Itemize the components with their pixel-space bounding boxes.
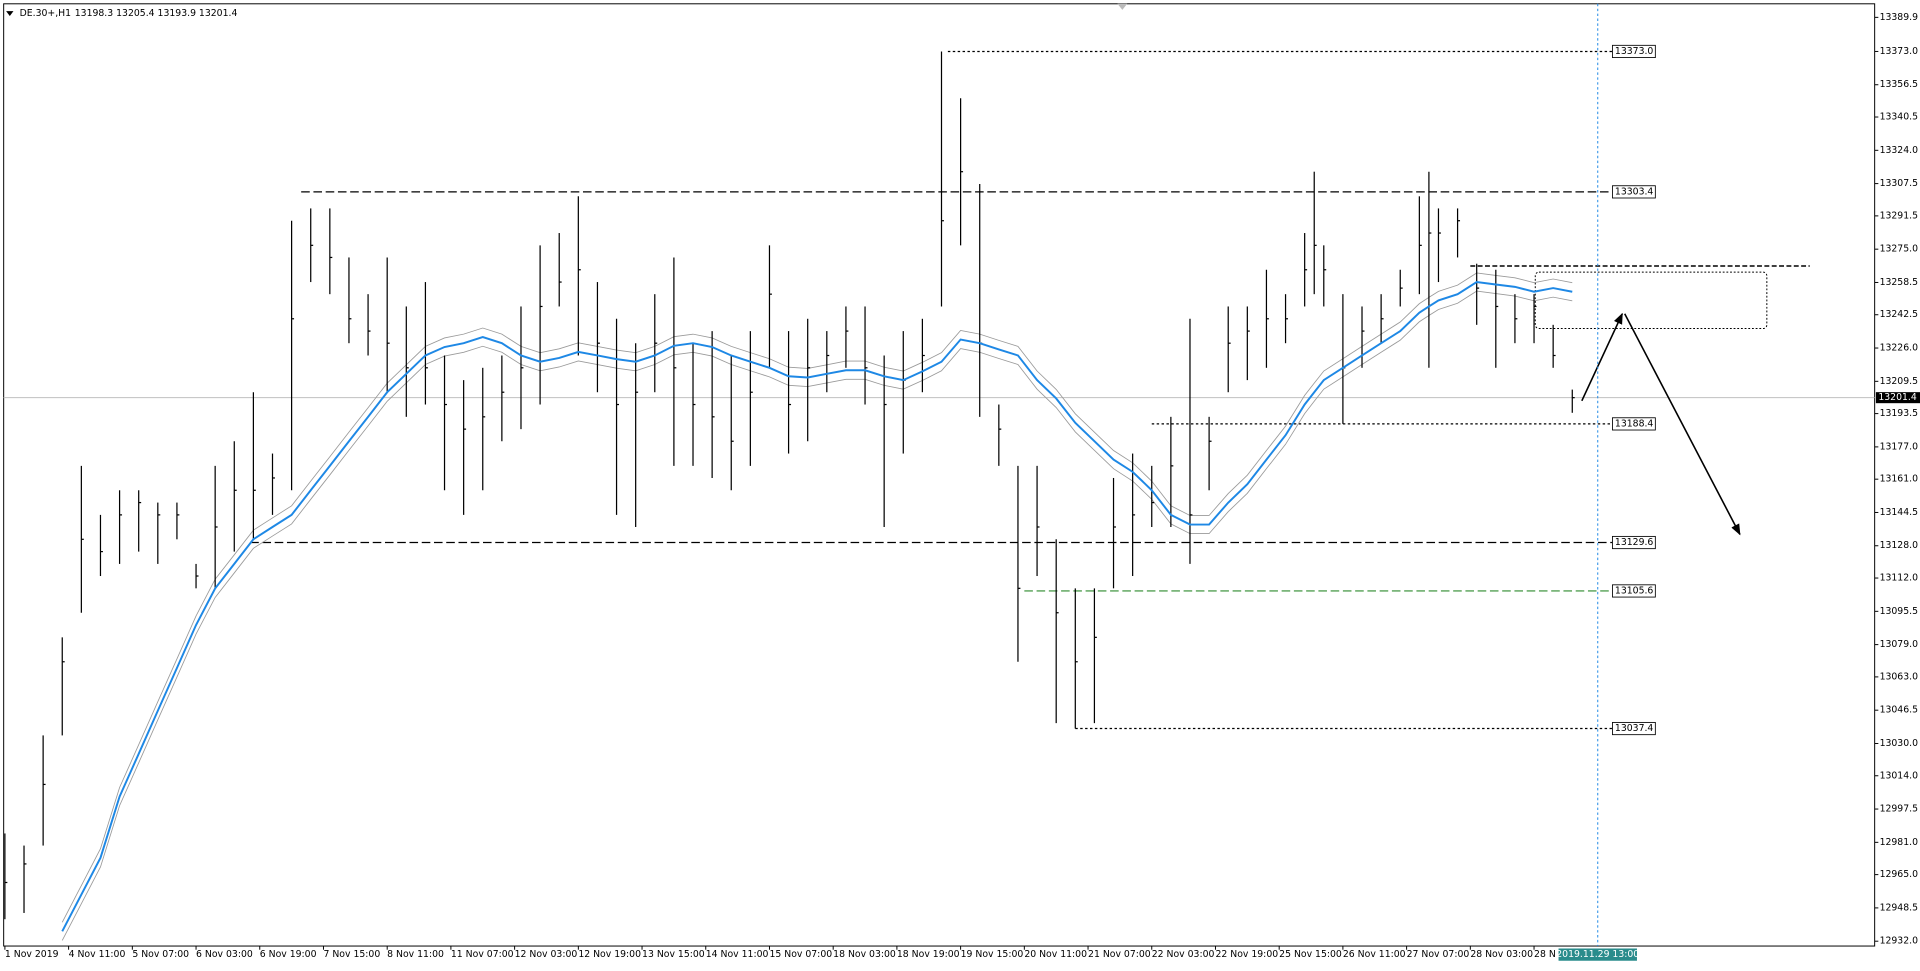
time-marker-label: 2019.11.29 13:00 [1556, 949, 1639, 960]
ma-envelope-upper [61, 272, 1573, 923]
y-tick-label: 13291.5 [1880, 210, 1919, 221]
x-tick-label: 25 Nov 15:00 [1279, 949, 1342, 960]
x-tick-label: 7 Nov 15:00 [323, 949, 380, 960]
current-price-box [1875, 392, 1920, 404]
arrow-down [1624, 313, 1741, 536]
menu-triangle [6, 11, 14, 17]
price-level-box [1612, 185, 1656, 199]
y-tick-label: 13373.0 [1880, 46, 1919, 57]
x-tick-label: 12 Nov 03:00 [515, 949, 578, 960]
price-level-label: 13303.4 [1615, 186, 1654, 197]
y-tick-label: 13193.5 [1880, 408, 1919, 419]
price-level-label: 13188.4 [1615, 418, 1654, 429]
y-tick-label: 13161.0 [1880, 474, 1919, 485]
y-tick-label: 13112.0 [1880, 573, 1919, 584]
x-tick-label: 8 Nov 11:00 [387, 949, 444, 960]
y-tick-label: 13079.0 [1880, 639, 1919, 650]
y-tick-label: 13030.0 [1880, 738, 1919, 749]
x-tick-label: 15 Nov 07:00 [769, 949, 832, 960]
x-tick-label: 1 Nov 2019 [5, 949, 59, 960]
price-level-label: 13105.6 [1615, 585, 1654, 596]
moving-average [61, 281, 1573, 932]
x-tick-label: 22 Nov 19:00 [1215, 949, 1278, 960]
y-tick-label: 13144.5 [1880, 507, 1919, 518]
x-tick-label: 21 Nov 07:00 [1088, 949, 1151, 960]
y-tick-label: 12932.0 [1880, 936, 1919, 947]
time-marker-box [1558, 948, 1637, 961]
x-tick-label: 4 Nov 11:00 [69, 949, 126, 960]
y-tick-label: 13128.0 [1880, 540, 1919, 551]
y-tick-label: 13014.0 [1880, 770, 1919, 781]
y-tick-label: 13275.0 [1880, 244, 1919, 255]
y-tick-label: 13063.0 [1880, 671, 1919, 682]
y-tick-label: 13307.5 [1880, 178, 1919, 189]
price-level-box [1612, 417, 1656, 431]
price-level-label: 13373.0 [1615, 46, 1654, 57]
ma-envelope-lower [61, 290, 1573, 941]
drawings [1470, 265, 1810, 536]
y-tick-label: 13258.5 [1880, 277, 1919, 288]
x-tick-label: 18 Nov 03:00 [833, 949, 896, 960]
y-tick-label: 13046.5 [1880, 705, 1919, 716]
x-tick-label: 28 N [1534, 949, 1556, 960]
y-tick-label: 12948.5 [1880, 902, 1919, 913]
y-tick-label: 13340.5 [1880, 112, 1919, 123]
y-tick-label: 13095.5 [1880, 606, 1919, 617]
plot-area [3, 3, 1876, 947]
price-level-box [1612, 721, 1656, 736]
x-tick-label: 22 Nov 03:00 [1152, 949, 1215, 960]
price-level-box [1612, 535, 1656, 550]
x-tick-label: 26 Nov 11:00 [1343, 949, 1406, 960]
y-tick-label: 13177.0 [1880, 441, 1919, 452]
price-level-label: 13037.4 [1615, 723, 1654, 734]
price-level-label: 13129.6 [1615, 537, 1654, 548]
y-tick-label: 13226.0 [1880, 343, 1919, 354]
y-tick-label: 12965.0 [1880, 869, 1919, 880]
x-tick-label: 19 Nov 15:00 [961, 949, 1024, 960]
y-tick-label: 12981.0 [1880, 837, 1919, 848]
y-tick-label: 12997.5 [1880, 804, 1919, 815]
current-price-label: 13201.4 [1878, 392, 1917, 403]
y-tick-label: 13389.9 [1880, 12, 1919, 23]
zone-box [1534, 271, 1768, 329]
x-tick-label: 20 Nov 11:00 [1024, 949, 1087, 960]
price-level-box [1612, 44, 1656, 59]
x-tick-label: 28 Nov 03:00 [1470, 949, 1533, 960]
x-tick-label: 6 Nov 03:00 [196, 949, 253, 960]
x-tick-label: 6 Nov 19:00 [260, 949, 317, 960]
arrow-up [1581, 312, 1623, 402]
x-tick-label: 18 Nov 19:00 [897, 949, 960, 960]
y-tick-label: 13209.5 [1880, 376, 1919, 387]
x-tick-label: 27 Nov 07:00 [1407, 949, 1470, 960]
symbol: DE.30+,H1 [20, 8, 72, 19]
quote: 13198.3 13205.4 13193.9 13201.4 [75, 8, 238, 19]
x-tick-label: 12 Nov 19:00 [578, 949, 641, 960]
y-tick-label: 13356.5 [1880, 79, 1919, 90]
x-tick-label: 13 Nov 15:00 [642, 949, 705, 960]
y-tick-label: 13242.5 [1880, 309, 1919, 320]
y-tick-label: 13324.0 [1880, 145, 1919, 156]
x-tick-label: 11 Nov 07:00 [451, 949, 514, 960]
price-level-box [1612, 584, 1656, 598]
scroll-marker [1117, 3, 1128, 10]
x-tick-label: 14 Nov 11:00 [706, 949, 769, 960]
x-tick-label: 5 Nov 07:00 [132, 949, 189, 960]
